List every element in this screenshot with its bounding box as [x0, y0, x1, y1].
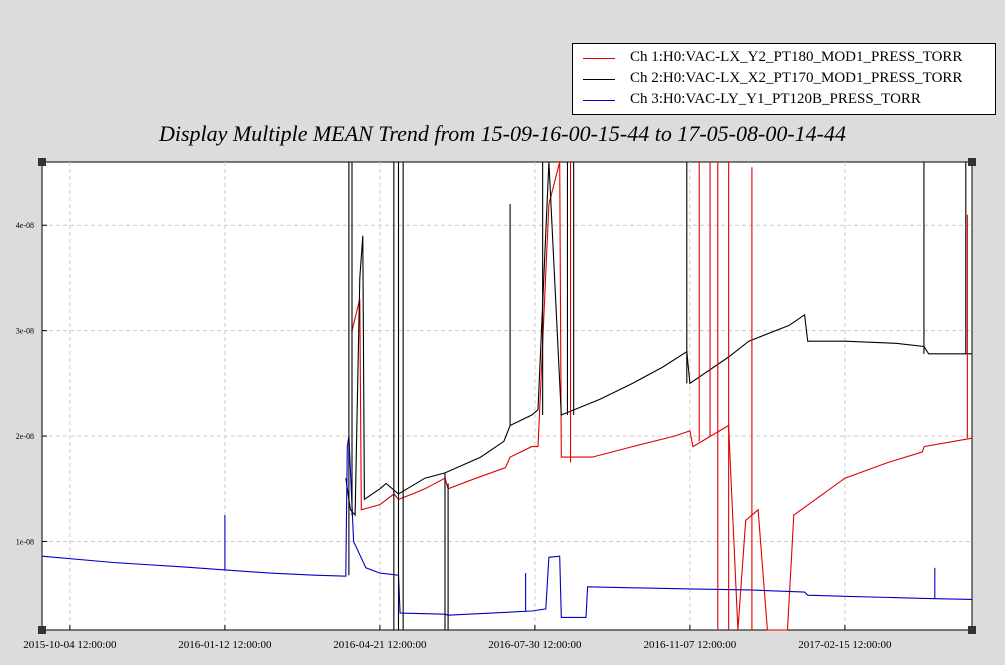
plot-corner-handles[interactable] [38, 158, 976, 634]
corner-handle-bottom-left[interactable] [38, 626, 46, 634]
legend-label-ch1: Ch 1:H0:VAC-LX_Y2_PT180_MOD1_PRESS_TORR [630, 49, 963, 65]
legend-entry: Ch 1:H0:VAC-LX_Y2_PT180_MOD1_PRESS_TORR [573, 48, 995, 70]
series-lines [41, 161, 973, 631]
legend-label-ch3: Ch 3:H0:VAC-LY_Y1_PT120B_PRESS_TORR [630, 91, 921, 107]
corner-handle-top-left[interactable] [38, 158, 46, 166]
legend-swatch-ch1 [583, 58, 615, 59]
legend-entry: Ch 2:H0:VAC-LX_X2_PT170_MOD1_PRESS_TORR [573, 69, 995, 91]
y-tick-label: 2e-08 [16, 432, 34, 441]
corner-handle-bottom-right[interactable] [968, 626, 976, 634]
x-tick-label: 2017-02-15 12:00:00 [798, 639, 892, 651]
x-tick-label: 2016-01-12 12:00:00 [178, 639, 272, 651]
chart-title: Display Multiple MEAN Trend from 15-09-1… [158, 121, 846, 146]
y-tick-label: 1e-08 [16, 537, 34, 546]
x-axis: 2015-10-04 12:00:00 2016-01-12 12:00:00 20… [23, 625, 892, 651]
corner-handle-top-right[interactable] [968, 158, 976, 166]
plot-area [41, 161, 973, 631]
x-tick-label: 2016-04-21 12:00:00 [333, 639, 427, 651]
y-axis: 1e-08 2e-08 3e-08 4e-08 [16, 221, 47, 546]
x-tick-label: 2016-11-07 12:00:00 [644, 639, 737, 651]
x-tick-label: 2015-10-04 12:00:00 [23, 639, 117, 651]
legend: Ch 1:H0:VAC-LX_Y2_PT180_MOD1_PRESS_TORR … [572, 43, 996, 115]
legend-swatch-ch3 [583, 100, 615, 101]
gridlines [42, 162, 972, 630]
x-tick-label: 2016-07-30 12:00:00 [488, 639, 582, 651]
legend-entry: Ch 3:H0:VAC-LY_Y1_PT120B_PRESS_TORR [573, 90, 995, 112]
legend-label-ch2: Ch 2:H0:VAC-LX_X2_PT170_MOD1_PRESS_TORR [630, 70, 963, 86]
y-tick-label: 4e-08 [16, 221, 34, 230]
y-tick-label: 3e-08 [16, 327, 34, 336]
legend-swatch-ch2 [583, 79, 615, 80]
series-line-ch2 [345, 161, 972, 517]
